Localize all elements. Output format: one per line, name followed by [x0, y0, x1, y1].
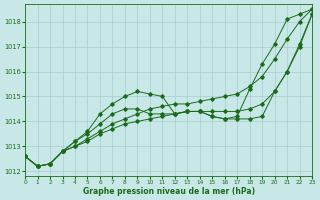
X-axis label: Graphe pression niveau de la mer (hPa): Graphe pression niveau de la mer (hPa) — [83, 187, 255, 196]
